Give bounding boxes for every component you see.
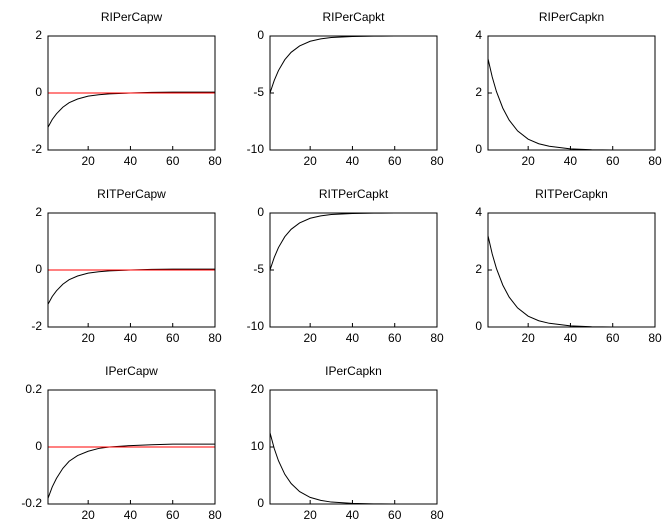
axes-background: [270, 390, 437, 504]
y-tick-label: 2: [475, 85, 482, 99]
x-tick-label: 60: [166, 331, 180, 345]
axes-frame: [269, 35, 438, 151]
axes-background: [270, 213, 437, 327]
x-tick-label: 20: [81, 154, 95, 168]
y-tick-label: -2: [31, 142, 42, 156]
x-tick-label: 80: [208, 154, 222, 168]
x-tick-label: 40: [346, 154, 360, 168]
x-tick-label: 60: [166, 154, 180, 168]
y-tick-label: 20: [251, 382, 265, 396]
axes-frame: [47, 35, 216, 151]
series-line: [47, 443, 215, 499]
x-tick-label: 40: [124, 508, 138, 522]
y-tick-label: -0.2: [21, 496, 42, 510]
series-line: [47, 91, 215, 128]
chart-title: IPerCapw: [105, 364, 158, 378]
y-tick-label: -5: [253, 85, 264, 99]
y-tick-label: -2: [31, 319, 42, 333]
x-tick-label: 40: [346, 508, 360, 522]
y-tick-label: 0: [257, 28, 264, 42]
x-tick-label: 80: [208, 331, 222, 345]
y-tick-label: 0: [257, 205, 264, 219]
x-tick-label: 20: [81, 331, 95, 345]
chart-title: RITPerCapw: [97, 187, 166, 201]
y-tick-label: 0: [35, 439, 42, 453]
x-tick-label: 20: [521, 154, 535, 168]
y-tick-label: 0: [475, 319, 482, 333]
y-tick-label: 2: [475, 262, 482, 276]
x-tick-label: 60: [388, 508, 402, 522]
x-tick-label: 60: [388, 331, 402, 345]
axes-frame: [487, 212, 656, 328]
series-line: [47, 268, 215, 305]
y-tick-label: 0.2: [25, 382, 42, 396]
x-tick-label: 20: [521, 331, 535, 345]
axes-background: [488, 36, 655, 150]
chart-title: RIPerCapkn: [539, 10, 604, 24]
x-tick-label: 40: [124, 154, 138, 168]
x-tick-label: 80: [430, 508, 444, 522]
x-tick-label: 20: [303, 331, 317, 345]
axes-background: [270, 36, 437, 150]
y-tick-label: 10: [251, 439, 265, 453]
y-tick-label: -10: [247, 319, 265, 333]
axes-frame: [269, 212, 438, 328]
x-tick-label: 40: [346, 331, 360, 345]
x-tick-label: 40: [564, 331, 578, 345]
chart-title: RITPerCapkt: [319, 187, 389, 201]
axes-background: [488, 213, 655, 327]
y-tick-label: 2: [35, 205, 42, 219]
chart-title: RIPerCapkt: [322, 10, 385, 24]
x-tick-label: 60: [166, 508, 180, 522]
chart-title: IPerCapkn: [325, 364, 382, 378]
y-tick-label: 4: [475, 205, 482, 219]
x-tick-label: 60: [606, 154, 620, 168]
chart-title: RIPerCapw: [101, 10, 163, 24]
x-tick-label: 20: [303, 154, 317, 168]
axes-frame: [47, 389, 216, 505]
x-tick-label: 80: [208, 508, 222, 522]
axes-frame: [269, 389, 438, 505]
x-tick-label: 40: [564, 154, 578, 168]
y-tick-label: -5: [253, 262, 264, 276]
x-tick-label: 20: [303, 508, 317, 522]
x-tick-label: 20: [81, 508, 95, 522]
y-tick-label: 2: [35, 28, 42, 42]
y-tick-label: 4: [475, 28, 482, 42]
axes-frame: [47, 212, 216, 328]
y-tick-label: -10: [247, 142, 265, 156]
axes-frame: [487, 35, 656, 151]
x-tick-label: 80: [648, 331, 662, 345]
chart-title: RITPerCapkn: [535, 187, 608, 201]
x-tick-label: 40: [124, 331, 138, 345]
x-tick-label: 60: [606, 331, 620, 345]
y-tick-label: 0: [257, 496, 264, 510]
x-tick-label: 80: [430, 154, 444, 168]
x-tick-label: 80: [430, 331, 444, 345]
y-tick-label: 0: [475, 142, 482, 156]
x-tick-label: 80: [648, 154, 662, 168]
y-tick-label: 0: [35, 262, 42, 276]
x-tick-label: 60: [388, 154, 402, 168]
y-tick-label: 0: [35, 85, 42, 99]
